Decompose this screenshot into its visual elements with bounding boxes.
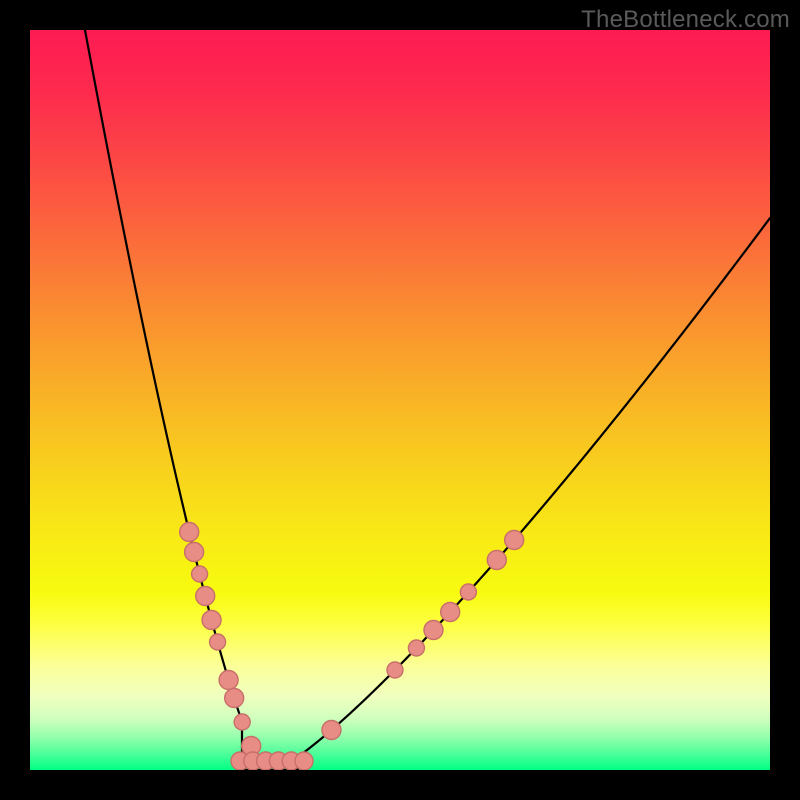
plot-area [30, 30, 770, 770]
curve-marker [192, 566, 208, 582]
bottleneck-chart-svg [30, 30, 770, 770]
curve-marker [424, 621, 443, 640]
chart-background [30, 30, 770, 770]
curve-marker [185, 543, 204, 562]
curve-marker [460, 584, 476, 600]
curve-marker [322, 721, 341, 740]
curve-marker [210, 634, 226, 650]
watermark-text: TheBottleneck.com [581, 6, 790, 34]
curve-marker [408, 640, 424, 656]
curve-marker [196, 587, 215, 606]
curve-marker [234, 714, 250, 730]
curve-marker [202, 611, 221, 630]
curve-marker [441, 603, 460, 622]
curve-marker [387, 662, 403, 678]
curve-marker [180, 523, 199, 542]
chart-frame: TheBottleneck.com [0, 0, 800, 800]
curve-marker [505, 531, 524, 550]
curve-marker [295, 752, 313, 770]
curve-marker [487, 551, 506, 570]
curve-marker [225, 689, 244, 708]
curve-marker [219, 671, 238, 690]
